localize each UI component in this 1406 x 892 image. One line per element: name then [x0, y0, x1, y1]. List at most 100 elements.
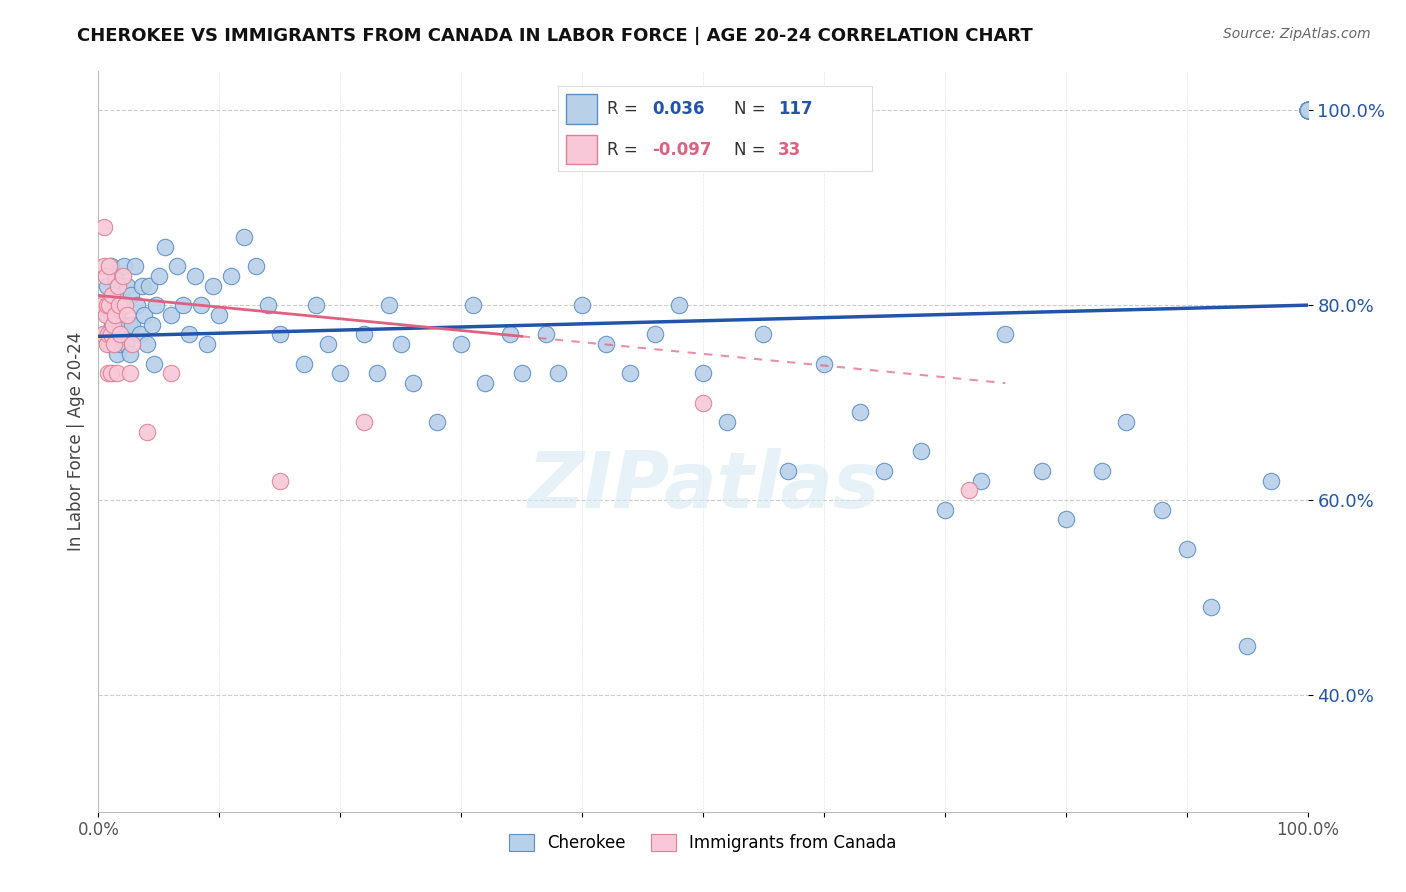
Point — [1296, 103, 1319, 118]
Point — [970, 474, 993, 488]
Point — [114, 298, 136, 312]
Point — [100, 318, 122, 332]
Point — [1296, 103, 1319, 118]
Point — [98, 259, 121, 273]
Point — [1054, 512, 1077, 526]
Point — [160, 308, 183, 322]
Point — [202, 278, 225, 293]
Point — [366, 367, 388, 381]
Point — [160, 367, 183, 381]
Point — [1296, 103, 1319, 118]
Point — [184, 268, 207, 283]
Point — [103, 337, 125, 351]
Point — [208, 308, 231, 322]
Point — [143, 357, 166, 371]
Point — [353, 327, 375, 342]
Point — [619, 367, 641, 381]
Point — [1260, 474, 1282, 488]
Point — [145, 298, 167, 312]
Point — [124, 259, 146, 273]
Point — [1296, 103, 1319, 118]
Point — [134, 308, 156, 322]
Point — [1031, 464, 1053, 478]
Point — [115, 337, 138, 351]
Point — [1296, 103, 1319, 118]
Point — [776, 464, 799, 478]
Point — [1296, 103, 1319, 118]
Point — [510, 367, 533, 381]
Point — [1296, 103, 1319, 118]
Point — [1296, 103, 1319, 118]
Point — [316, 337, 339, 351]
Point — [96, 278, 118, 293]
Point — [1296, 103, 1319, 118]
Point — [1152, 502, 1174, 516]
Point — [128, 327, 150, 342]
Text: CHEROKEE VS IMMIGRANTS FROM CANADA IN LABOR FORCE | AGE 20-24 CORRELATION CHART: CHEROKEE VS IMMIGRANTS FROM CANADA IN LA… — [77, 27, 1033, 45]
Point — [131, 278, 153, 293]
Point — [329, 367, 352, 381]
Point — [752, 327, 775, 342]
Point — [94, 268, 117, 283]
Point — [353, 415, 375, 429]
Point — [111, 268, 134, 283]
Point — [873, 464, 896, 478]
Point — [148, 268, 170, 283]
Point — [101, 318, 124, 332]
Point — [245, 259, 267, 273]
Point — [221, 268, 243, 283]
Point — [269, 474, 291, 488]
Point — [118, 318, 141, 332]
Point — [121, 318, 143, 332]
Point — [595, 337, 617, 351]
Point — [813, 357, 835, 371]
Point — [463, 298, 485, 312]
Point — [1296, 103, 1319, 118]
Y-axis label: In Labor Force | Age 20-24: In Labor Force | Age 20-24 — [66, 332, 84, 551]
Point — [172, 298, 194, 312]
Point — [547, 367, 569, 381]
Point — [107, 278, 129, 293]
Point — [104, 308, 127, 322]
Point — [107, 278, 129, 293]
Point — [450, 337, 472, 351]
Point — [153, 240, 176, 254]
Point — [1296, 103, 1319, 118]
Point — [120, 288, 142, 302]
Point — [117, 278, 139, 293]
Point — [1199, 600, 1222, 615]
Point — [108, 298, 131, 312]
Point — [121, 337, 143, 351]
Point — [97, 308, 120, 322]
Point — [97, 327, 120, 342]
Point — [118, 347, 141, 361]
Point — [957, 483, 980, 498]
Point — [1115, 415, 1137, 429]
Point — [668, 298, 690, 312]
Point — [117, 308, 139, 322]
Point — [1296, 103, 1319, 118]
Text: ZIPatlas: ZIPatlas — [527, 448, 879, 524]
Point — [292, 357, 315, 371]
Point — [474, 376, 496, 390]
Point — [1296, 103, 1319, 118]
Point — [716, 415, 738, 429]
Point — [692, 395, 714, 409]
Point — [93, 327, 115, 342]
Point — [105, 347, 128, 361]
Point — [98, 337, 121, 351]
Point — [190, 298, 212, 312]
Point — [94, 308, 117, 322]
Point — [105, 308, 128, 322]
Point — [1296, 103, 1319, 118]
Point — [692, 367, 714, 381]
Point — [644, 327, 666, 342]
Point — [111, 318, 134, 332]
Point — [377, 298, 399, 312]
Point — [96, 337, 118, 351]
Point — [1296, 103, 1319, 118]
Legend: Cherokee, Immigrants from Canada: Cherokee, Immigrants from Canada — [502, 828, 904, 859]
Point — [1296, 103, 1319, 118]
Point — [426, 415, 449, 429]
Point — [98, 298, 121, 312]
